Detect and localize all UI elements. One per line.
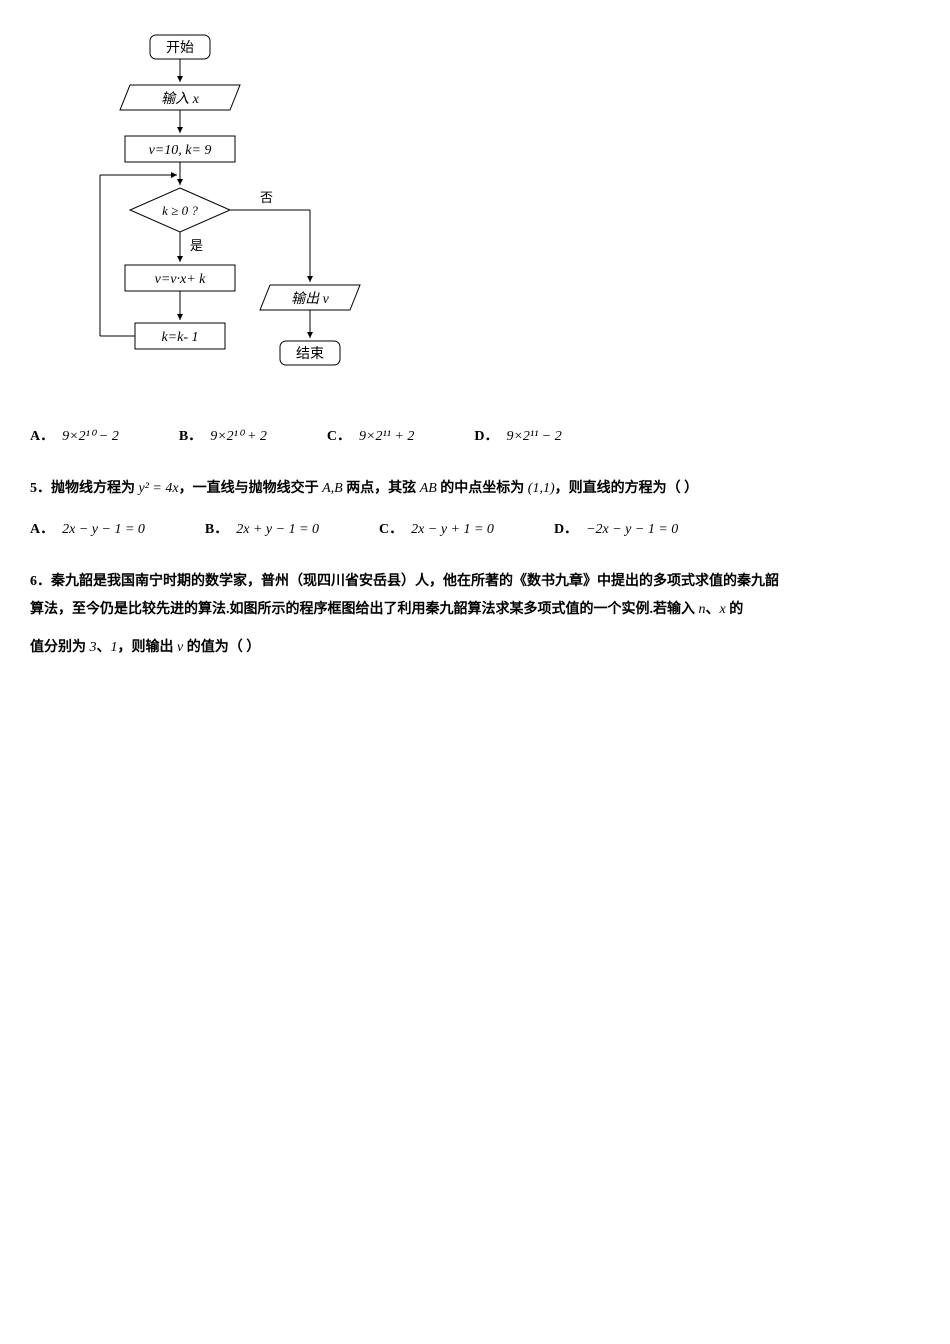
q6-text: 6．秦九韶是我国南宁时期的数学家，普州（现四川省安岳县）人，他在所著的《数书九章… xyxy=(30,568,920,662)
q4-opt-b: B． 9×2¹⁰ + 2 xyxy=(179,425,267,445)
q5-ab2: AB xyxy=(420,481,437,496)
opt-label: A． xyxy=(30,518,54,538)
opt-value: 2x + y − 1 = 0 xyxy=(236,522,319,538)
q6-line1: 6．秦九韶是我国南宁时期的数学家，普州（现四川省安岳县）人，他在所著的《数书九章… xyxy=(30,568,920,596)
q5-pt: (1,1) xyxy=(528,481,555,496)
q5-opt-a: A． 2x − y − 1 = 0 xyxy=(30,518,145,538)
q5-answer-row: A． 2x − y − 1 = 0 B． 2x + y − 1 = 0 C． 2… xyxy=(30,518,920,538)
opt-value: 2x − y − 1 = 0 xyxy=(62,522,145,538)
opt-value: 9×2¹⁰ + 2 xyxy=(210,428,267,445)
opt-value: 9×2¹¹ − 2 xyxy=(506,429,561,445)
q5-opt-b: B． 2x + y − 1 = 0 xyxy=(205,518,319,538)
q6-n: n xyxy=(699,602,706,617)
q5-opt-c: C． 2x − y + 1 = 0 xyxy=(379,518,494,538)
flow-input-label: 输入 x xyxy=(161,91,199,107)
q5-prefix: 5．抛物线方程为 xyxy=(30,481,139,496)
opt-label: D． xyxy=(554,518,578,538)
q5-mid2: 两点，其弦 xyxy=(343,481,420,496)
flow-end-label: 结束 xyxy=(296,346,324,362)
flow-proc2-label: k=k- 1 xyxy=(161,330,198,345)
q6-line2b: 、 xyxy=(706,602,720,617)
q6-v3: 3 xyxy=(90,640,97,655)
q5-text: 5．抛物线方程为 y² = 4x，一直线与抛物线交于 A,B 两点，其弦 AB … xyxy=(30,475,920,503)
flow-output-label: 输出 v xyxy=(291,291,329,307)
q4-opt-a: A． 9×2¹⁰ − 2 xyxy=(30,425,119,445)
q6-line3c: ，则输出 xyxy=(118,640,178,655)
q5-eq1: y² = 4x xyxy=(139,481,179,496)
q5-mid1: ，一直线与抛物线交于 xyxy=(179,481,323,496)
opt-label: B． xyxy=(205,518,228,538)
opt-label: D． xyxy=(474,425,498,445)
opt-label: C． xyxy=(327,425,351,445)
q6-line3d: 的值为（ ） xyxy=(183,640,260,655)
q6-line2c: 的 xyxy=(726,602,744,617)
flow-start-label: 开始 xyxy=(166,40,194,56)
opt-label: A． xyxy=(30,425,54,445)
q4-opt-c: C． 9×2¹¹ + 2 xyxy=(327,425,414,445)
opt-value: 2x − y + 1 = 0 xyxy=(411,522,494,538)
flow-decision-yes: 是 xyxy=(190,238,203,253)
opt-value: 9×2¹⁰ − 2 xyxy=(62,428,119,445)
q6-line3b: 、 xyxy=(97,640,111,655)
q5-ab1: A,B xyxy=(322,481,343,496)
flow-proc1-label: v=v·x+ k xyxy=(155,272,207,287)
q5-opt-d: D． −2x − y − 1 = 0 xyxy=(554,518,678,538)
flowchart-figure: 开始 输入 x v=10, k= 9 k ≥ 0 ? 否 是 v=v·x+ k … xyxy=(80,30,920,415)
opt-label: C． xyxy=(379,518,403,538)
q5-suffix: ，则直线的方程为（ ） xyxy=(555,481,699,496)
opt-value: −2x − y − 1 = 0 xyxy=(586,522,678,538)
opt-label: B． xyxy=(179,425,202,445)
opt-value: 9×2¹¹ + 2 xyxy=(359,429,414,445)
flow-decision-label: k ≥ 0 ? xyxy=(162,203,198,218)
q5-mid3: 的中点坐标为 xyxy=(437,481,528,496)
flow-init-label: v=10, k= 9 xyxy=(149,143,212,158)
q6-line3a: 值分别为 xyxy=(30,640,90,655)
q4-answer-row: A． 9×2¹⁰ − 2 B． 9×2¹⁰ + 2 C． 9×2¹¹ + 2 D… xyxy=(30,425,920,445)
q6-line2a: 算法，至今仍是比较先进的算法.如图所示的程序框图给出了利用秦九韶算法求某多项式值… xyxy=(30,602,699,617)
q6-v1: 1 xyxy=(111,640,118,655)
q4-opt-d: D． 9×2¹¹ − 2 xyxy=(474,425,561,445)
flow-decision-no: 否 xyxy=(260,190,273,205)
